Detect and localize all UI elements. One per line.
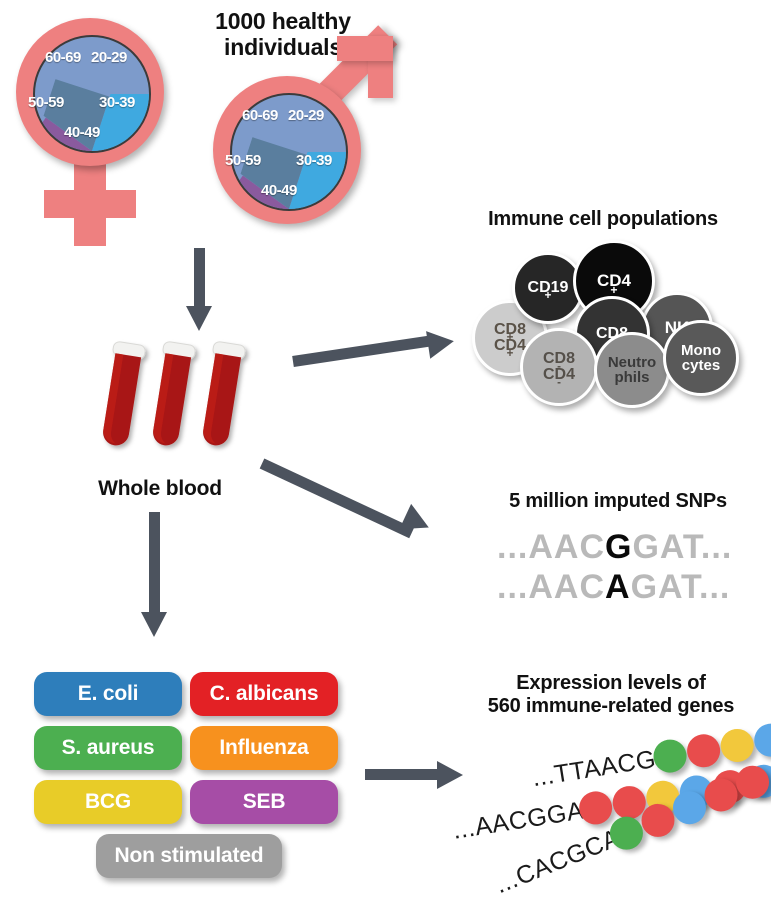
cell-label-line1: Mono — [681, 341, 721, 359]
arrow-cohort-to-blood — [185, 248, 215, 332]
arrow-blood-to-snps — [259, 452, 462, 552]
arrow-stimuli-to-expression — [365, 758, 475, 790]
cell-label-line2: CD4- — [542, 366, 575, 390]
arrow-shaft — [149, 512, 160, 616]
arrow-shaft — [194, 248, 205, 310]
snp-prefix-1: ...AAC — [497, 528, 605, 566]
immune-cell-monocytes: Mono cytes — [663, 320, 739, 396]
female-gender-symbol: 20-29 30-39 40-49 50-59 60-69 — [8, 12, 178, 246]
male-symbol-arrow-head-horizontal — [337, 36, 393, 61]
immune-cell-neutrophils: Neutro phils — [594, 332, 670, 408]
snp-suffix-2: GAT... — [630, 568, 731, 606]
stimuli-panel: E. coli C. albicans S. aureus Influenza … — [34, 672, 344, 892]
expression-heading: Expression levels of 560 immune-related … — [455, 672, 767, 718]
pie-label-20-29: 20-29 — [91, 49, 127, 66]
stimulus-chip-non-stimulated[interactable]: Non stimulated — [96, 834, 282, 878]
female-symbol-crossbar — [44, 190, 136, 218]
male-age-pie-chart — [230, 93, 348, 211]
pie-label-30-39: 30-39 — [296, 152, 332, 169]
cohort-heading-line2: individuals — [224, 34, 342, 61]
pie-label-60-69: 60-69 — [45, 49, 81, 66]
cell-label-line1: CD8- — [542, 349, 575, 373]
snp-prefix-2: ...AAC — [497, 568, 605, 606]
stimulus-chip-seb[interactable]: SEB — [190, 780, 338, 824]
cell-label-line2: CD4 + — [493, 337, 526, 361]
stimulus-chip-influenza[interactable]: Influenza — [190, 726, 338, 770]
immune-heading: Immune cell populations — [488, 208, 718, 230]
whole-blood-tubes — [98, 337, 268, 467]
stimulus-chip-e-coli[interactable]: E. coli — [34, 672, 182, 716]
cell-label-line1: Neutro — [607, 353, 657, 371]
gene-bead — [751, 721, 771, 760]
pie-label-60-69: 60-69 — [242, 107, 278, 124]
pie-label-40-49: 40-49 — [64, 124, 100, 141]
blood-tubes-icon — [103, 341, 246, 446]
snp-allele-row-2: ...AACAGAT... — [497, 568, 730, 607]
cell-label: CD4 + — [596, 271, 631, 297]
arrow-shaft — [259, 458, 414, 539]
expression-strands: ...TTAACGG ...AACGGAT ...CACGCAA — [451, 721, 771, 915]
snp-variant-1: G — [605, 528, 633, 566]
cell-label-line2: phils — [614, 369, 650, 386]
pie-label-50-59: 50-59 — [225, 152, 261, 169]
female-age-pie-chart — [33, 35, 151, 153]
cohort-heading-line1: 1000 healthy — [215, 8, 351, 34]
stimulus-chip-s-aureus[interactable]: S. aureus — [34, 726, 182, 770]
immune-cell-cd8neg-cd4neg: CD8- CD4- — [520, 328, 598, 406]
expression-heading-line1: Expression levels of — [516, 672, 706, 694]
arrow-shaft — [365, 769, 440, 780]
pie-label-50-59: 50-59 — [28, 94, 64, 111]
gene-bead — [718, 726, 757, 765]
pie-label-20-29: 20-29 — [288, 107, 324, 124]
snp-suffix-1: GAT... — [632, 528, 733, 566]
cohort-heading: 1000 healthy individuals — [168, 8, 398, 61]
cell-label-line2: cytes — [681, 357, 721, 374]
male-gender-symbol: 20-29 30-39 40-49 50-59 60-69 — [205, 25, 425, 253]
pie-label-40-49: 40-49 — [261, 182, 297, 199]
arrow-head — [141, 612, 167, 637]
arrow-head — [426, 327, 456, 359]
arrow-blood-to-stimuli — [140, 512, 170, 642]
stimulus-chip-bcg[interactable]: BCG — [34, 780, 182, 824]
snp-variant-2: A — [605, 568, 631, 606]
immune-cell-cluster: CD8+ CD4+ CD19+ CD4+ NK CD8+ CD8- CD4- — [460, 240, 760, 415]
snps-heading: 5 million imputed SNPs — [509, 490, 727, 512]
gene-bead — [684, 731, 723, 770]
cell-label-line1: CD8 + — [493, 320, 526, 344]
arrow-head — [437, 761, 463, 789]
pie-label-30-39: 30-39 — [99, 94, 135, 111]
arrow-head — [186, 306, 212, 331]
arrow-blood-to-immune — [292, 327, 463, 378]
arrow-shaft — [292, 335, 433, 367]
whole-blood-label: Whole blood — [98, 477, 222, 500]
stimulus-chip-c-albicans[interactable]: C. albicans — [190, 672, 338, 716]
expression-heading-line2: 560 immune-related genes — [487, 695, 735, 717]
snp-allele-row-1: ...AACGGAT... — [497, 528, 732, 567]
cell-label: CD19 + — [527, 278, 569, 303]
